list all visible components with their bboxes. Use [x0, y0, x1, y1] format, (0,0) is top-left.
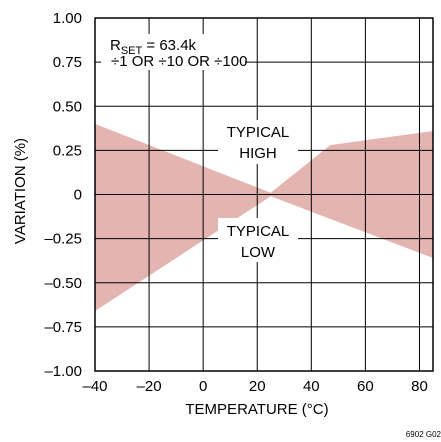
y-tick-label: –1.00 — [44, 363, 82, 380]
x-tick-label: –20 — [137, 378, 162, 395]
y-tick-label: 0.25 — [53, 142, 82, 159]
rset-label: RSET = 63.4k — [110, 37, 197, 57]
x-tick-label: –40 — [82, 378, 107, 395]
rset-subscript: SET — [121, 45, 143, 57]
rset-value: = 63.4k — [142, 37, 196, 54]
y-tick-label: 0 — [74, 187, 82, 204]
typical-low-label-bg — [218, 218, 298, 262]
y-tick-label: –0.75 — [44, 319, 82, 336]
y-axis-title: VARIATION (%) — [12, 138, 29, 244]
typical-low-line2: LOW — [241, 244, 276, 261]
y-tick-labels: 1.00 0.75 0.50 0.25 0 –0.25 –0.50 –0.75 –1.00 — [44, 10, 82, 380]
rset-label-bg — [101, 34, 245, 70]
x-tick-labels: –40 –20 0 20 40 60 80 — [82, 378, 427, 395]
y-tick-label: 0.75 — [53, 54, 82, 71]
typical-high-line2: HIGH — [239, 145, 277, 162]
y-tick-label: 1.00 — [53, 10, 82, 27]
divider-label: ÷1 OR ÷10 OR ÷100 — [111, 53, 247, 70]
x-tick-label: 80 — [411, 378, 428, 395]
y-tick-label: –0.25 — [44, 231, 82, 248]
rset-prefix: R — [110, 37, 121, 54]
x-tick-label: 60 — [357, 378, 374, 395]
typical-low-line1: TYPICAL — [227, 223, 290, 240]
x-axis-title: TEMPERATURE (°C) — [185, 401, 328, 418]
grid-lines — [95, 18, 433, 371]
variation-band — [95, 123, 433, 311]
x-tick-label: 40 — [303, 378, 320, 395]
typical-high-line1: TYPICAL — [227, 124, 290, 141]
variation-band-area — [95, 123, 433, 311]
plot-frame — [94, 17, 434, 372]
typical-high-label-bg — [218, 120, 298, 164]
figure-code: 6902 G02 — [406, 430, 441, 439]
x-tick-label: 0 — [199, 378, 207, 395]
x-tick-label: 20 — [249, 378, 266, 395]
y-tick-label: 0.50 — [53, 98, 82, 115]
y-tick-label: –0.50 — [44, 275, 82, 292]
